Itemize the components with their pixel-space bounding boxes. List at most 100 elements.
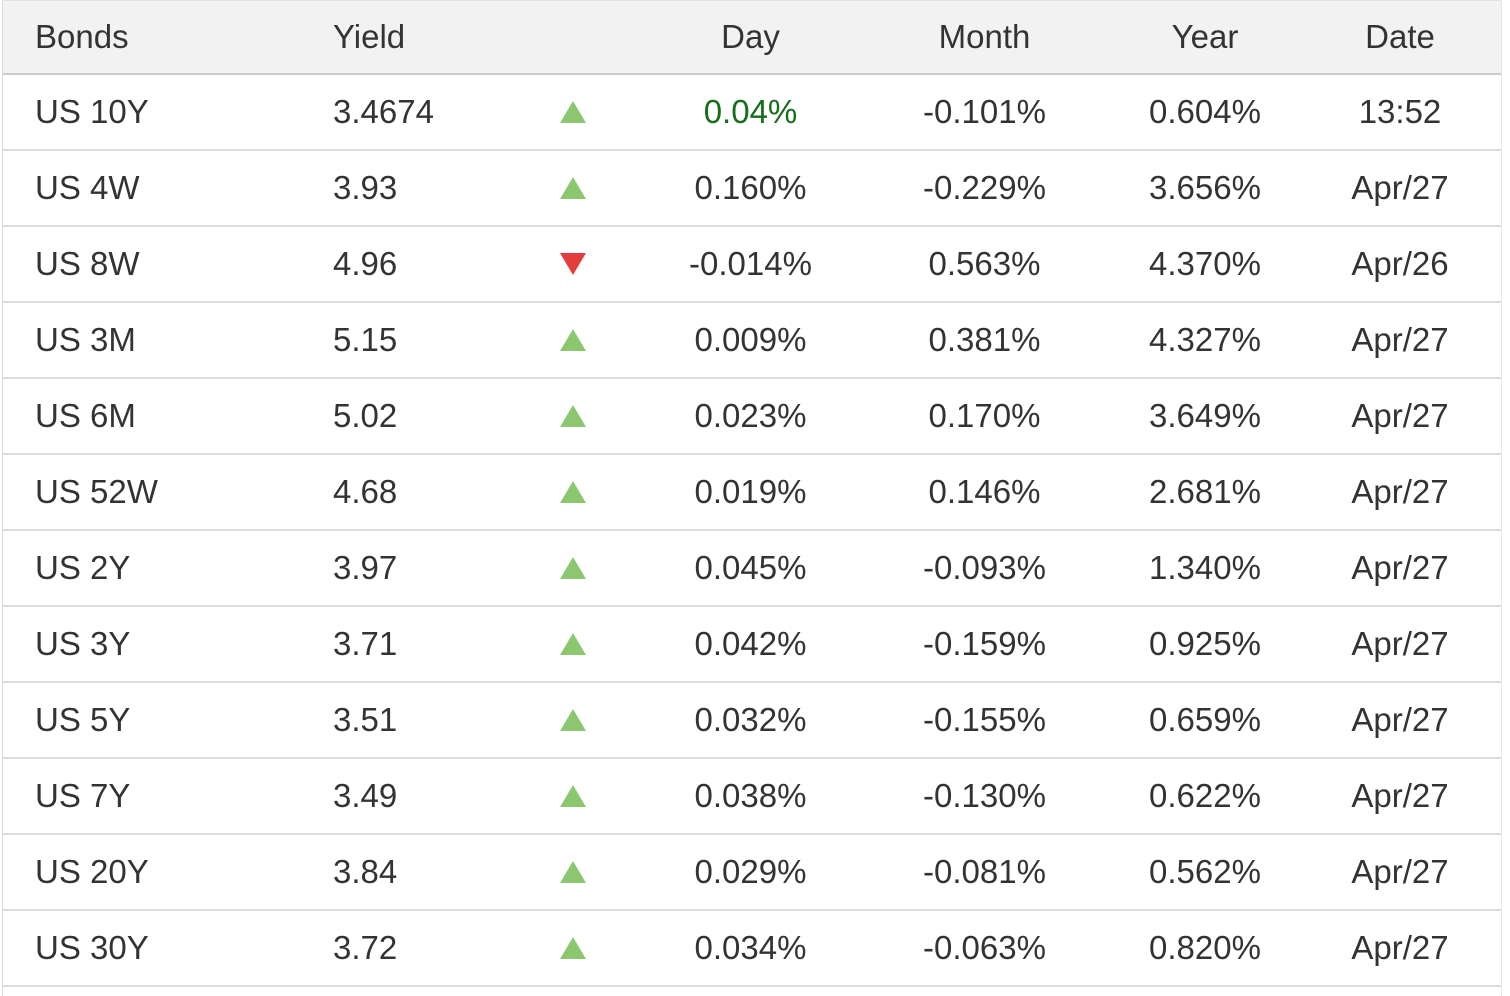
date-cell: Apr/27 [1351, 473, 1449, 510]
yield-cell: 3.97 [333, 549, 398, 586]
table-body: US 10Y 3.4674 0.04% -0.101% 0.604% 13:52… [3, 75, 1501, 987]
up-triangle-icon [560, 405, 586, 427]
year-change-cell: 0.562% [1149, 853, 1261, 890]
bond-name-cell[interactable]: US 4W [35, 169, 140, 206]
day-change-cell: 0.034% [694, 929, 807, 966]
up-triangle-icon [560, 861, 586, 883]
date-cell: Apr/27 [1351, 853, 1449, 890]
month-change-cell: -0.130% [923, 777, 1046, 814]
bond-name-cell[interactable]: US 5Y [35, 701, 131, 738]
down-triangle-icon [560, 253, 586, 275]
up-triangle-icon [560, 329, 586, 351]
month-change-cell: -0.081% [923, 853, 1046, 890]
day-change-cell: 0.04% [703, 93, 798, 130]
day-change-cell: -0.014% [689, 245, 812, 282]
month-change-cell: -0.063% [923, 929, 1046, 966]
year-change-cell: 0.622% [1149, 777, 1261, 814]
table-row[interactable]: US 3M 5.15 0.009% 0.381% 4.327% Apr/27 [3, 303, 1501, 379]
day-change-cell: 0.038% [694, 777, 807, 814]
table-row[interactable]: US 2Y 3.97 0.045% -0.093% 1.340% Apr/27 [3, 531, 1501, 607]
table-row[interactable]: US 8W 4.96 -0.014% 0.563% 4.370% Apr/26 [3, 227, 1501, 303]
year-change-cell: 2.681% [1149, 473, 1261, 510]
month-change-cell: 0.563% [928, 245, 1041, 282]
up-triangle-icon [560, 557, 586, 579]
day-change-cell: 0.032% [694, 701, 807, 738]
year-change-cell: 3.656% [1149, 169, 1261, 206]
bond-name-cell[interactable]: US 8W [35, 245, 140, 282]
table-row[interactable]: US 3Y 3.71 0.042% -0.159% 0.925% Apr/27 [3, 607, 1501, 683]
bond-name-cell[interactable]: US 7Y [35, 777, 131, 814]
up-triangle-icon [560, 177, 586, 199]
yield-cell: 4.96 [333, 245, 398, 282]
year-change-cell: 4.370% [1149, 245, 1261, 282]
column-header-yield: Yield [333, 18, 406, 55]
table-row[interactable]: US 52W 4.68 0.019% 0.146% 2.681% Apr/27 [3, 455, 1501, 531]
up-triangle-icon [560, 101, 586, 123]
year-change-cell: 0.925% [1149, 625, 1261, 662]
column-header-date: Date [1365, 18, 1435, 55]
yield-cell: 3.93 [333, 169, 398, 206]
bond-name-cell[interactable]: US 3M [35, 321, 136, 358]
date-cell: Apr/27 [1351, 701, 1449, 738]
bond-name-cell[interactable]: US 10Y [35, 93, 149, 130]
bond-name-cell[interactable]: US 2Y [35, 549, 131, 586]
bond-name-cell[interactable]: US 30Y [35, 929, 149, 966]
up-triangle-icon [560, 633, 586, 655]
month-change-cell: 0.381% [928, 321, 1041, 358]
table-row[interactable]: US 4W 3.93 0.160% -0.229% 3.656% Apr/27 [3, 151, 1501, 227]
yield-cell: 3.51 [333, 701, 398, 738]
day-change-cell: 0.045% [694, 549, 807, 586]
yield-cell: 5.02 [333, 397, 398, 434]
table-row[interactable]: US 20Y 3.84 0.029% -0.081% 0.562% Apr/27 [3, 835, 1501, 911]
date-cell: Apr/27 [1351, 929, 1449, 966]
column-header-bonds: Bonds [35, 18, 129, 55]
date-cell: 13:52 [1358, 93, 1442, 130]
yield-cell: 5.15 [333, 321, 398, 358]
day-change-cell: 0.029% [694, 853, 807, 890]
table-row[interactable]: US 5Y 3.51 0.032% -0.155% 0.659% Apr/27 [3, 683, 1501, 759]
month-change-cell: -0.229% [923, 169, 1046, 206]
date-cell: Apr/27 [1351, 169, 1449, 206]
date-cell: Apr/27 [1351, 549, 1449, 586]
day-change-cell: 0.023% [694, 397, 807, 434]
date-cell: Apr/27 [1351, 397, 1449, 434]
month-change-cell: -0.159% [923, 625, 1046, 662]
month-change-cell: -0.155% [923, 701, 1046, 738]
table-row[interactable]: US 30Y 3.72 0.034% -0.063% 0.820% Apr/27 [3, 911, 1501, 987]
year-change-cell: 3.649% [1149, 397, 1261, 434]
yield-cell: 3.71 [333, 625, 398, 662]
up-triangle-icon [560, 937, 586, 959]
date-cell: Apr/27 [1351, 625, 1449, 662]
day-change-cell: 0.009% [694, 321, 807, 358]
bond-name-cell[interactable]: US 52W [35, 473, 158, 510]
yield-cell: 3.49 [333, 777, 398, 814]
table-row[interactable]: US 6M 5.02 0.023% 0.170% 3.649% Apr/27 [3, 379, 1501, 455]
up-triangle-icon [560, 481, 586, 503]
month-change-cell: 0.170% [928, 397, 1041, 434]
bond-name-cell[interactable]: US 3Y [35, 625, 131, 662]
table-header-row: Bonds Yield Day Month Year Date [3, 1, 1501, 75]
month-change-cell: -0.093% [923, 549, 1046, 586]
year-change-cell: 0.604% [1149, 93, 1261, 130]
up-triangle-icon [560, 785, 586, 807]
yield-cell: 4.68 [333, 473, 398, 510]
bond-name-cell[interactable]: US 6M [35, 397, 136, 434]
date-cell: Apr/26 [1351, 245, 1449, 282]
day-change-cell: 0.042% [694, 625, 807, 662]
yield-cell: 3.4674 [333, 93, 434, 130]
yield-cell: 3.72 [333, 929, 398, 966]
column-header-year: Year [1171, 18, 1239, 55]
up-triangle-icon [560, 709, 586, 731]
bond-name-cell[interactable]: US 20Y [35, 853, 149, 890]
table-row[interactable]: US 7Y 3.49 0.038% -0.130% 0.622% Apr/27 [3, 759, 1501, 835]
date-cell: Apr/27 [1351, 777, 1449, 814]
year-change-cell: 1.340% [1149, 549, 1261, 586]
day-change-cell: 0.160% [694, 169, 807, 206]
month-change-cell: -0.101% [923, 93, 1046, 130]
day-change-cell: 0.019% [694, 473, 807, 510]
table-row[interactable]: US 10Y 3.4674 0.04% -0.101% 0.604% 13:52 [3, 75, 1501, 151]
column-header-month: Month [938, 18, 1031, 55]
year-change-cell: 4.327% [1149, 321, 1261, 358]
year-change-cell: 0.820% [1149, 929, 1261, 966]
